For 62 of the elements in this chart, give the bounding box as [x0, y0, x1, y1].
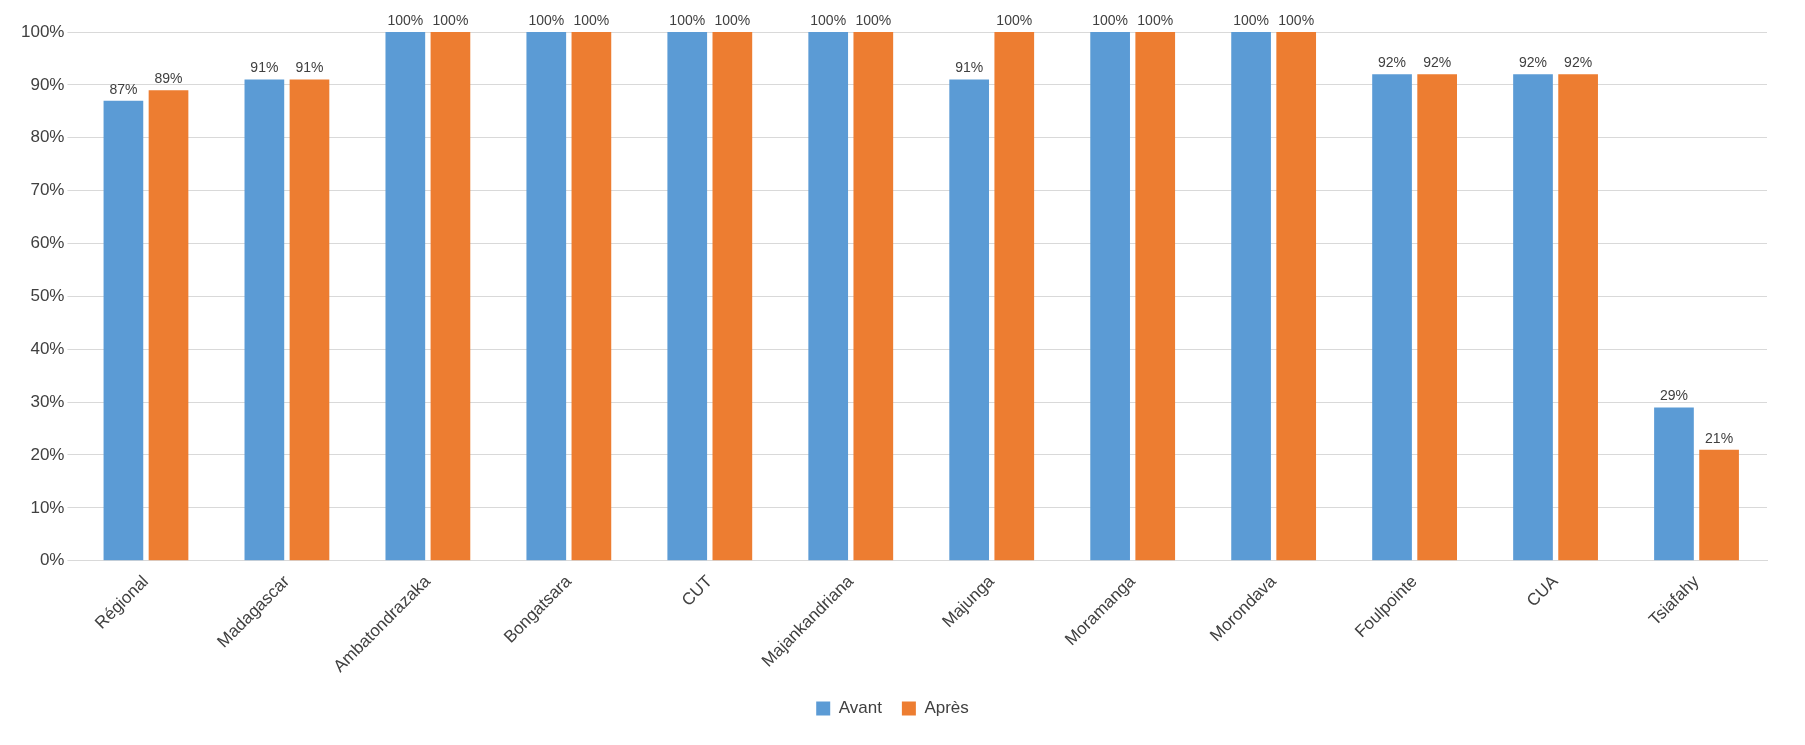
bar	[1654, 407, 1694, 561]
bar	[712, 32, 753, 561]
data-label: 92%	[1423, 54, 1452, 71]
data-label: 91%	[250, 59, 279, 76]
data-label: 91%	[955, 59, 984, 76]
bar	[289, 79, 330, 561]
data-label: 100%	[1233, 11, 1269, 28]
bar	[385, 32, 426, 561]
data-label: 21%	[1705, 429, 1734, 446]
bar	[526, 32, 567, 561]
y-tick-label: 40%	[30, 338, 65, 358]
data-label: 100%	[1137, 11, 1174, 28]
data-label: 100%	[669, 11, 706, 28]
bar	[1417, 74, 1457, 561]
bar	[1276, 32, 1317, 561]
bar	[949, 79, 990, 561]
y-tick-label: 0%	[39, 550, 65, 570]
data-label: 100%	[996, 11, 1033, 28]
y-tick-label: 20%	[30, 444, 65, 464]
data-label: 100%	[432, 11, 469, 28]
data-label: 100%	[1278, 11, 1315, 28]
bar	[1231, 32, 1271, 561]
y-tick-label: 80%	[30, 127, 65, 147]
data-label: 92%	[1564, 54, 1593, 71]
bar	[1135, 32, 1176, 561]
bar	[1699, 449, 1739, 561]
data-label: 100%	[387, 11, 424, 28]
x-tick-label: CUA	[1522, 571, 1563, 611]
data-label: 100%	[714, 11, 751, 28]
bar	[1372, 74, 1412, 561]
bar	[244, 79, 285, 561]
data-label: 29%	[1659, 387, 1688, 404]
bar	[571, 32, 612, 561]
bar	[430, 32, 471, 561]
bar	[994, 32, 1035, 561]
data-label: 89%	[154, 70, 183, 87]
y-tick-label: 60%	[30, 233, 65, 253]
data-label: 100%	[573, 11, 610, 28]
data-label: 92%	[1378, 54, 1407, 71]
data-label: 100%	[810, 11, 847, 28]
bar	[667, 32, 708, 561]
legend-label: Avant	[838, 698, 883, 718]
bar	[1090, 32, 1130, 561]
data-label: 91%	[295, 59, 324, 76]
data-label: 92%	[1518, 54, 1548, 71]
y-tick-label: 100%	[21, 21, 65, 41]
bar	[1558, 74, 1598, 561]
bar	[853, 32, 894, 561]
data-label: 100%	[528, 11, 565, 28]
data-label: 100%	[855, 11, 892, 28]
bar	[148, 90, 189, 561]
data-label: 100%	[1092, 11, 1129, 28]
bar	[1513, 74, 1553, 561]
bar	[103, 100, 144, 561]
y-tick-label: 10%	[30, 497, 65, 517]
y-tick-label: 70%	[30, 180, 65, 200]
y-tick-label: 50%	[30, 286, 65, 306]
legend-label: Après	[924, 698, 969, 718]
y-tick-label: 30%	[30, 391, 65, 411]
data-label: 87%	[109, 80, 138, 97]
bar	[808, 32, 849, 561]
y-tick-label: 90%	[30, 74, 65, 94]
